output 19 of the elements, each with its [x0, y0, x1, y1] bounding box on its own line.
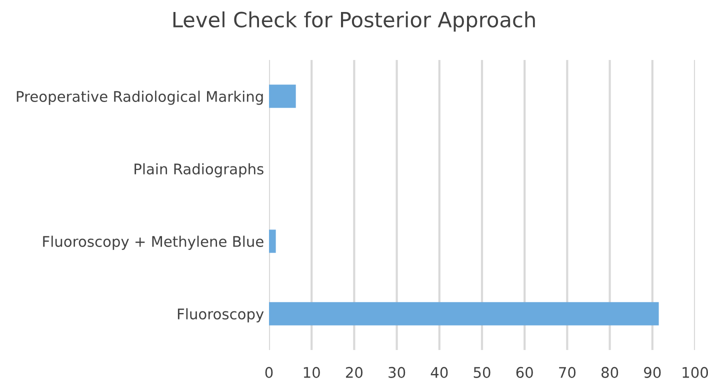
bar	[269, 302, 659, 326]
x-tick-label: 70	[559, 366, 576, 378]
chart-title: Level Check for Posterior Approach	[173, 11, 535, 32]
x-tick-label: 80	[602, 366, 618, 378]
x-tick-label: 40	[430, 366, 448, 378]
x-tick-label: 10	[304, 366, 320, 378]
x-tick-label: 60	[516, 366, 533, 378]
x-tick-label: 50	[474, 366, 490, 378]
x-tick-label: 90	[644, 366, 661, 378]
bar	[269, 230, 276, 253]
y-tick-label: Fluoroscopy	[178, 308, 264, 322]
bar	[269, 84, 296, 108]
y-tick-label: Plain Radiographs	[134, 163, 264, 178]
y-tick-label: Fluoroscopy + Methylene Blue	[43, 236, 264, 250]
y-tick-label: Preoperative Radiological Marking	[16, 90, 263, 105]
x-tick-label: 100	[682, 366, 708, 378]
x-tick-label: 0	[265, 366, 273, 378]
x-tick-label: 20	[346, 366, 363, 378]
x-tick-label: 30	[388, 366, 406, 378]
